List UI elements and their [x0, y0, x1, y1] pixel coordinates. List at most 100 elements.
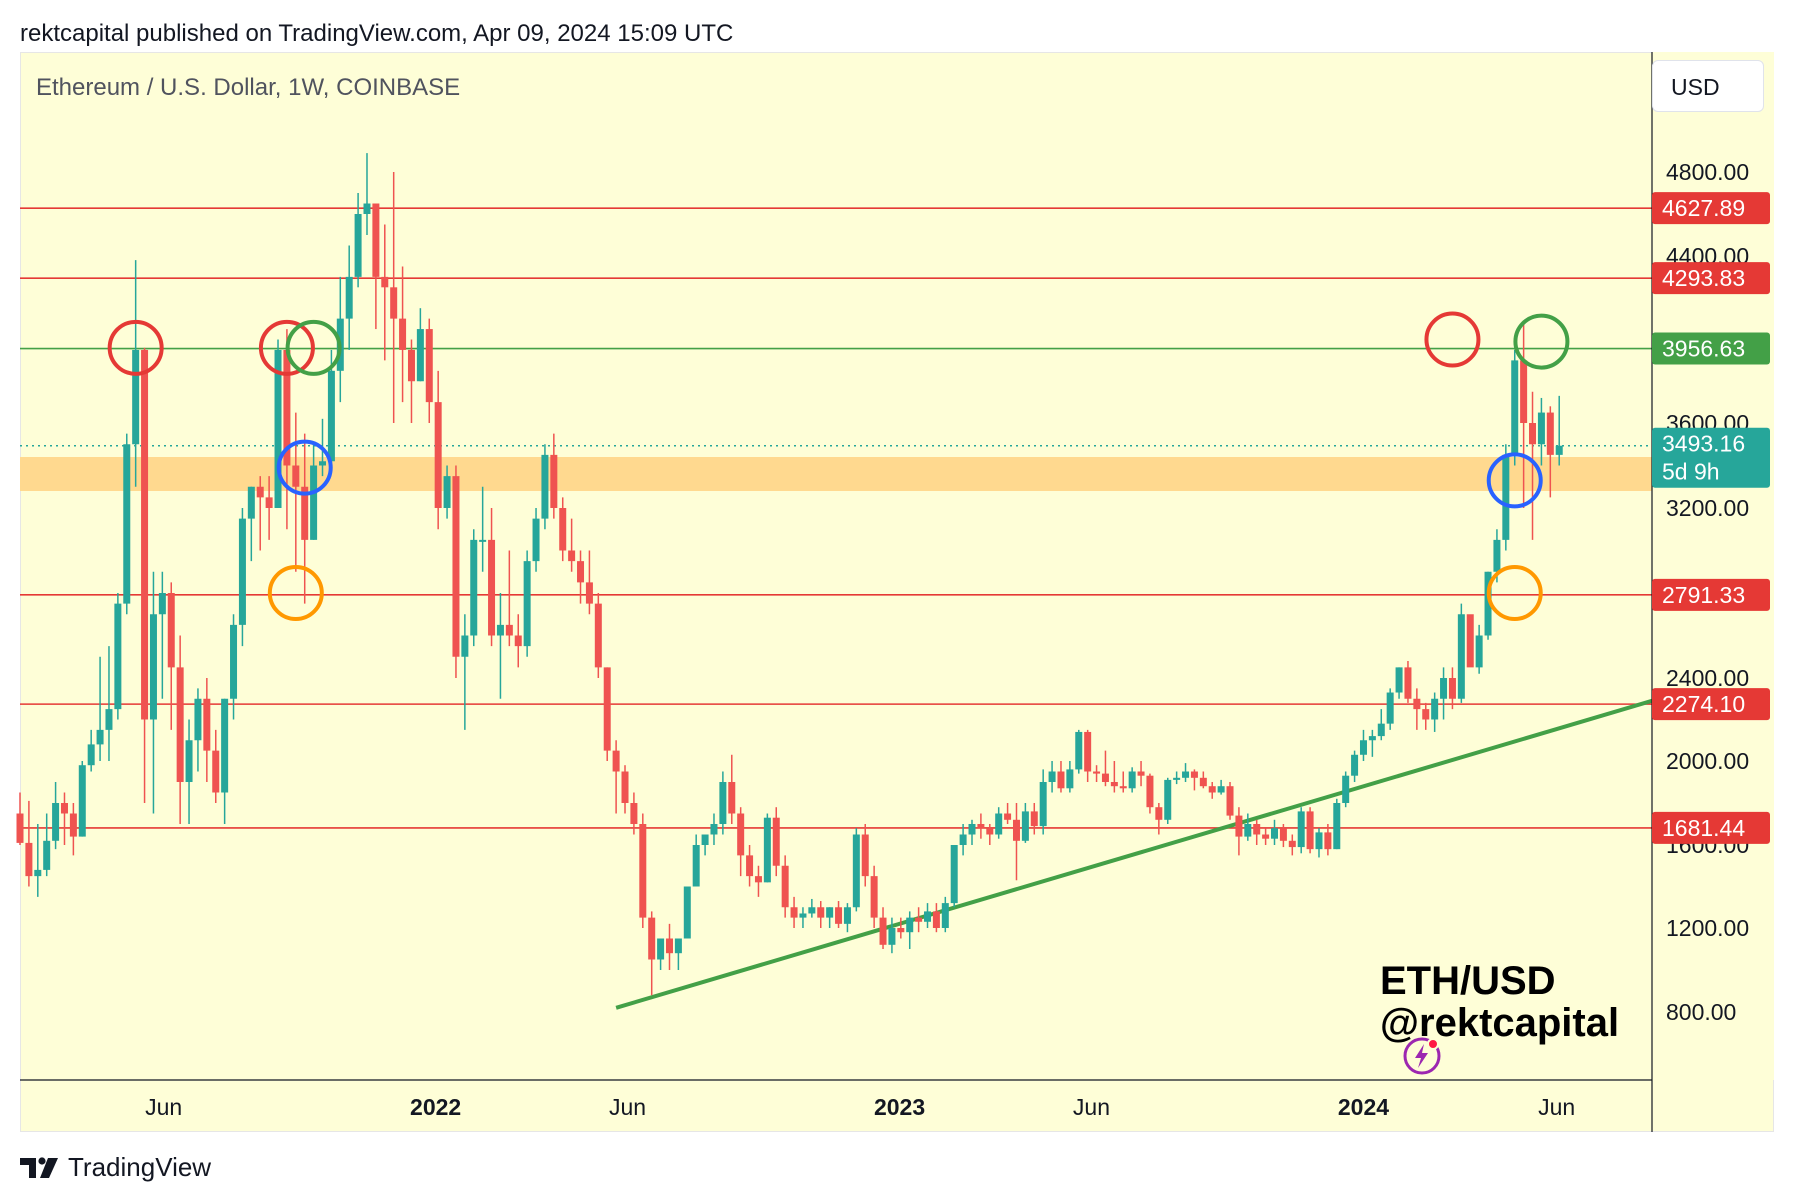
candle-body-58: [532, 518, 540, 562]
annotation-circle-1: [258, 319, 315, 376]
candle-body-136: [1226, 786, 1234, 816]
level-label-3: 2791.33: [1662, 582, 1745, 608]
candle-body-113: [1021, 811, 1029, 841]
candle-body-139: [1253, 824, 1261, 835]
candle-body-6: [69, 813, 77, 837]
candle-body-64: [585, 582, 593, 604]
candle-body-32: [301, 486, 309, 540]
currency-button[interactable]: USD: [1652, 60, 1764, 112]
candle-body-146: [1315, 832, 1323, 850]
y-tick-label-4: 2400.00: [1666, 665, 1749, 691]
candle-body-164: [1475, 635, 1483, 668]
candle-body-48: [443, 476, 451, 508]
candle-body-19: [185, 740, 193, 782]
candle-body-138: [1244, 824, 1252, 837]
level-label-bg-2: [1652, 332, 1770, 365]
candle-body-98: [888, 928, 896, 945]
candle-body-27: [256, 486, 264, 498]
candle-body-150: [1351, 754, 1359, 776]
candle-body-67: [612, 750, 620, 772]
candle-body-63: [577, 561, 585, 583]
candle-body-79: [719, 782, 727, 824]
candle-body-122: [1101, 773, 1109, 782]
candle-body-39: [363, 203, 371, 214]
candle-body-24: [230, 624, 238, 699]
candle-body-102: [924, 911, 932, 922]
candle-body-33: [310, 465, 318, 540]
candle-body-5: [60, 803, 68, 814]
candle-body-119: [1075, 731, 1083, 770]
candle-body-157: [1413, 698, 1421, 710]
candle-body-140: [1262, 834, 1270, 839]
candle-body-3: [43, 840, 51, 870]
candle-body-142: [1279, 828, 1287, 841]
footer-brand[interactable]: TradingView: [20, 1152, 211, 1183]
candle-body-61: [559, 508, 567, 551]
candle-body-65: [594, 603, 602, 668]
x-tick-label-1: 2022: [410, 1094, 461, 1120]
candle-body-143: [1288, 840, 1296, 848]
candle-body-121: [1093, 771, 1101, 774]
candle-body-25: [238, 518, 246, 625]
published-line: rektcapital published on TradingView.com…: [20, 20, 734, 47]
candle-body-141: [1271, 828, 1279, 839]
candle-body-160: [1440, 678, 1448, 699]
candle-body-70: [639, 824, 647, 918]
candle-body-130: [1173, 777, 1181, 780]
candle-body-104: [941, 903, 949, 928]
candle-body-16: [158, 593, 166, 615]
candle-body-144: [1297, 811, 1305, 848]
symbol-title: Ethereum / U.S. Dollar, 1W, COINBASE: [36, 74, 461, 101]
candle-body-86: [781, 865, 789, 908]
candle-body-14: [141, 349, 149, 720]
candle-body-60: [550, 454, 558, 508]
level-label-5: 1681.44: [1662, 815, 1745, 841]
candle-body-43: [399, 318, 407, 350]
candle-body-74: [674, 938, 682, 954]
candle-body-172: [1546, 412, 1554, 455]
chart-area[interactable]: [20, 52, 1774, 1132]
candle-body-78: [710, 824, 718, 835]
candle-body-42: [390, 287, 398, 319]
y-tick-label-0: 800.00: [1666, 999, 1736, 1025]
candle-body-154: [1386, 692, 1394, 724]
candle-body-83: [754, 876, 762, 883]
candle-body-147: [1324, 832, 1332, 850]
candle-body-153: [1377, 723, 1385, 737]
candle-body-128: [1155, 807, 1163, 820]
watermark-line2: @rektcapital: [1380, 1001, 1620, 1045]
level-label-2: 3956.63: [1662, 336, 1745, 362]
candle-body-12: [123, 444, 131, 604]
footer-brand-label: TradingView: [68, 1152, 212, 1182]
y-tick-label-8: 4800.00: [1666, 159, 1749, 185]
candle-body-137: [1235, 815, 1243, 837]
candle-body-76: [692, 845, 700, 887]
tradingview-logo-icon: [20, 1156, 58, 1178]
candle-body-1: [25, 842, 33, 877]
annotation-circle-3: [276, 439, 333, 496]
level-label-0: 4627.89: [1662, 195, 1745, 221]
candle-body-166: [1493, 539, 1501, 572]
candle-body-11: [114, 603, 122, 710]
y-tick-label-3: 2000.00: [1666, 748, 1749, 774]
candle-body-132: [1190, 771, 1198, 778]
candle-body-131: [1182, 771, 1190, 778]
candle-body-75: [683, 886, 691, 939]
support-zone: [20, 457, 1652, 491]
candle-body-133: [1199, 777, 1207, 787]
candle-body-120: [1084, 731, 1092, 772]
candle-body-40: [372, 203, 380, 277]
candle-body-112: [1012, 819, 1020, 841]
candle-body-47: [434, 402, 442, 508]
annotation-circle-0: [107, 319, 164, 376]
candle-body-51: [470, 539, 478, 636]
candle-body-89: [808, 907, 816, 914]
candle-body-84: [763, 817, 771, 883]
trendline: [615, 698, 1653, 1010]
candle-body-88: [799, 913, 807, 918]
lightning-bolt-icon[interactable]: [1402, 1036, 1442, 1076]
candle-body-57: [523, 561, 531, 647]
candle-body-90: [817, 907, 825, 918]
candle-body-30: [283, 349, 291, 466]
